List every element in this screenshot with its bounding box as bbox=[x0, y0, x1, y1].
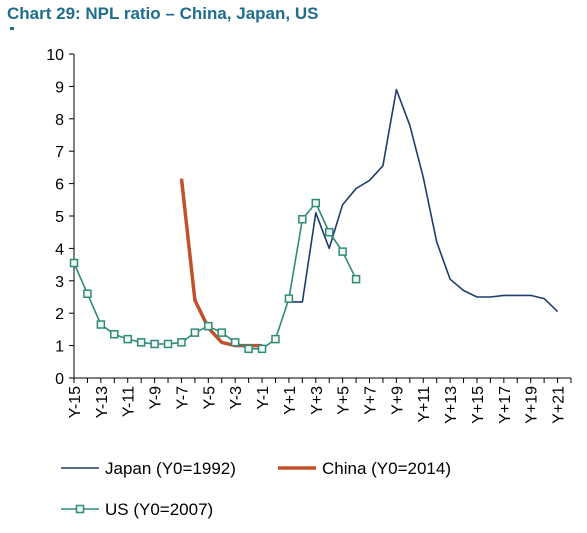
x-tick-label: Y+3 bbox=[309, 386, 326, 415]
data-point-us bbox=[204, 321, 213, 331]
x-tick-label: Y+17 bbox=[497, 386, 514, 424]
x-tick-label: Y-11 bbox=[121, 386, 138, 417]
series-layer bbox=[69, 88, 559, 354]
series-line-us bbox=[73, 202, 357, 350]
x-tick-label: Y+19 bbox=[524, 386, 541, 424]
x-tick-label: Y-13 bbox=[94, 386, 111, 418]
y-tick-label: 2 bbox=[55, 306, 64, 323]
data-point-us bbox=[217, 328, 227, 337]
legend: Japan (Y0=1992) China (Y0=2014) US (Y0=200… bbox=[61, 459, 451, 519]
data-point-us bbox=[230, 338, 240, 347]
y-tick-label: 4 bbox=[55, 241, 64, 258]
y-tick-label: 6 bbox=[55, 177, 64, 194]
x-tick-label: Y+9 bbox=[389, 386, 406, 415]
data-point-us bbox=[271, 334, 280, 344]
y-tick-label: 0 bbox=[55, 371, 64, 388]
data-point-us bbox=[96, 320, 106, 329]
y-tick-label: 10 bbox=[46, 47, 64, 64]
data-point-us bbox=[284, 294, 294, 303]
y-tick-label: 9 bbox=[55, 79, 64, 96]
data-point-us bbox=[324, 227, 334, 237]
x-tick-label: Y+7 bbox=[363, 386, 380, 415]
x-tick-label: Y+13 bbox=[443, 386, 460, 424]
x-tick-label: Y-5 bbox=[201, 386, 218, 410]
data-point-us bbox=[351, 274, 361, 284]
x-tick-label: Y-7 bbox=[174, 386, 191, 410]
x-tick-label: Y-1 bbox=[255, 386, 272, 410]
chart-title: Chart 29: NPL ratio – China, Japan, US bbox=[7, 4, 319, 23]
data-point-us bbox=[136, 338, 146, 347]
y-tick-label: 5 bbox=[55, 209, 64, 226]
data-point-us bbox=[150, 339, 159, 349]
x-tick-label: Y+15 bbox=[470, 386, 487, 424]
data-point-us bbox=[110, 330, 119, 339]
y-axis-ticks: 0 1 2 3 4 5 6 7 8 9 10 bbox=[46, 47, 74, 388]
data-point-us bbox=[190, 328, 200, 337]
data-point-us bbox=[177, 338, 186, 347]
legend-label-japan: Japan (Y0=1992) bbox=[105, 459, 236, 478]
data-point-us bbox=[123, 334, 132, 344]
series-line-japan bbox=[288, 88, 559, 313]
legend-label-china: China (Y0=2014) bbox=[322, 459, 451, 478]
y-tick-label: 1 bbox=[55, 339, 64, 356]
title-underline-mark bbox=[10, 27, 14, 30]
x-tick-label: Y-15 bbox=[67, 386, 84, 418]
y-tick-label: 7 bbox=[55, 144, 64, 161]
x-tick-label: Y+1 bbox=[282, 386, 299, 415]
y-tick-label: 3 bbox=[55, 274, 64, 291]
x-tick-label: Y-9 bbox=[148, 386, 165, 410]
x-tick-label: Y+21 bbox=[551, 386, 568, 424]
x-axis-ticks: Y-15 Y-13 Y-11 Y-9 Y-7 Y-5 Y-3 Y-1 Y+1 Y+3 Y+5 Y+7 Y… bbox=[67, 378, 572, 424]
data-point-us bbox=[338, 247, 347, 256]
x-tick-label: Y+11 bbox=[416, 386, 433, 423]
series-line-china bbox=[179, 178, 263, 348]
data-point-us bbox=[69, 258, 79, 268]
legend-label-us: US (Y0=2007) bbox=[105, 500, 213, 519]
legend-marker-us bbox=[75, 504, 85, 514]
data-point-us bbox=[311, 198, 321, 208]
x-tick-label: Y-3 bbox=[228, 386, 245, 410]
data-point-us bbox=[257, 344, 267, 354]
x-tick-label: Y+5 bbox=[336, 386, 353, 415]
data-point-us bbox=[163, 339, 173, 349]
data-point-us bbox=[298, 214, 307, 224]
y-tick-label: 8 bbox=[55, 112, 64, 129]
data-point-us bbox=[244, 344, 253, 354]
data-point-us bbox=[83, 289, 92, 299]
